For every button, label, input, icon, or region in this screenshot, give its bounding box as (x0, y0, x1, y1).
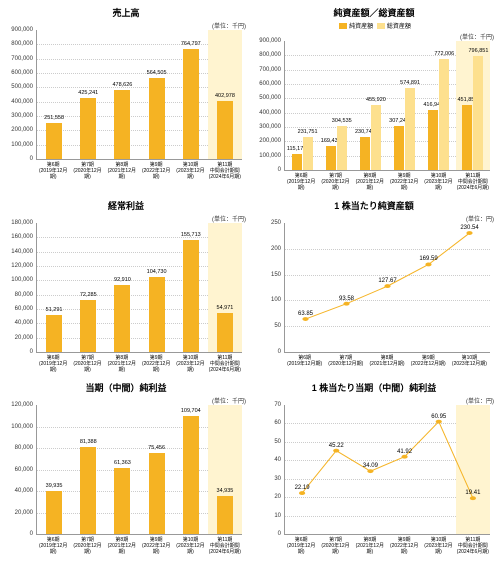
unit-label: (単位：円) (254, 214, 494, 223)
x-label: 第10期(2023年12月期) (421, 535, 455, 555)
bar: 34,935 (217, 496, 233, 534)
chart-area: 01020304050607022.1945.2234.0941.9260.95… (284, 405, 490, 535)
x-label: 第8期(2021年12月期) (366, 353, 407, 367)
bar: 764,797 (183, 49, 199, 159)
x-label: 第7期(2020年12月期) (70, 535, 104, 555)
chart-panel: 純資産額／総資産額純資産額 総資産額 (単位：千円)0100,000200,00… (254, 6, 494, 191)
chart-area: 0100,000200,000300,000400,000500,000600,… (36, 30, 242, 160)
bar: 251,558 (46, 123, 62, 159)
x-label: 第9期(2022年12月期) (387, 535, 421, 555)
x-label: 第11期中間会計期間(2024年6月期) (208, 535, 242, 555)
x-label: 第8期(2021年12月期) (105, 535, 139, 555)
x-label: 第8期(2021年12月期) (353, 171, 387, 191)
bar: 451,859 (462, 105, 472, 170)
bar: 155,713 (183, 240, 199, 352)
chart-area: 05010015020025063.8593.58127.67169.59230… (284, 223, 490, 353)
bar: 304,535 (337, 126, 347, 170)
x-label: 第9期(2022年12月期) (387, 171, 421, 191)
x-label: 第10期(2023年12月期) (449, 353, 490, 367)
chart-title: 当期（中間）純利益 (6, 381, 246, 394)
chart-title: 売上高 (6, 6, 246, 19)
unit-label: (単位：千円) (6, 214, 246, 223)
x-label: 第8期(2021年12月期) (105, 353, 139, 373)
chart-panel: 売上高 (単位：千円)0100,000200,000300,000400,0005… (6, 6, 246, 191)
x-label: 第11期中間会計期間(2024年6月期) (208, 353, 242, 373)
x-label: 第6期(2019年12月期) (284, 353, 325, 367)
x-label: 第11期中間会計期間(2024年6月期) (208, 160, 242, 180)
bar: 230,748 (360, 137, 370, 170)
chart-title: 純資産額／総資産額 (254, 6, 494, 19)
bar: 81,388 (80, 447, 96, 534)
bar: 402,978 (217, 101, 233, 159)
bar: 307,242 (394, 126, 404, 170)
bar: 796,851 (473, 56, 483, 170)
x-label: 第7期(2020年12月期) (325, 353, 366, 367)
x-label: 第10期(2023年12月期) (421, 171, 455, 191)
bar: 75,456 (149, 453, 165, 534)
unit-label: (単位：千円) (6, 21, 246, 30)
x-label: 第7期(2020年12月期) (70, 160, 104, 180)
chart-title: 経常利益 (6, 199, 246, 212)
x-label: 第8期(2021年12月期) (105, 160, 139, 180)
x-label: 第6期(2019年12月期) (36, 535, 70, 555)
bar: 455,920 (371, 105, 381, 170)
bar: 54,971 (217, 313, 233, 352)
x-label: 第8期(2021年12月期) (353, 535, 387, 555)
chart-title: 1 株当たり当期（中間）純利益 (254, 381, 494, 394)
chart-panel: 経常利益 (単位：千円)020,00040,00060,00080,000100,… (6, 199, 246, 373)
x-label: 第10期(2023年12月期) (173, 353, 207, 373)
chart-panel: 1 株当たり純資産額 (単位：円)05010015020025063.8593.5… (254, 199, 494, 373)
bar: 39,935 (46, 491, 62, 534)
x-label: 第7期(2020年12月期) (318, 171, 352, 191)
chart-title: 1 株当たり純資産額 (254, 199, 494, 212)
bar: 416,948 (428, 110, 438, 170)
x-label: 第9期(2022年12月期) (408, 353, 449, 367)
x-label: 第11期中間会計期間(2024年6月期) (456, 171, 490, 191)
bar: 169,435 (326, 146, 336, 170)
chart-panel: 当期（中間）純利益 (単位：千円)020,00040,00060,00080,00… (6, 381, 246, 555)
bar: 772,006 (439, 59, 449, 170)
bar: 574,891 (405, 88, 415, 170)
chart-area: 020,00040,00060,00080,000100,000120,0001… (36, 223, 242, 353)
x-label: 第10期(2023年12月期) (173, 535, 207, 555)
bar: 115,174 (292, 154, 302, 171)
x-label: 第9期(2022年12月期) (139, 535, 173, 555)
legend: 純資産額 総資産額 (254, 21, 494, 30)
x-label: 第7期(2020年12月期) (318, 535, 352, 555)
bar: 51,291 (46, 315, 62, 352)
bar: 104,730 (149, 277, 165, 352)
unit-label: (単位：千円) (6, 396, 246, 405)
x-label: 第6期(2019年12月期) (36, 160, 70, 180)
bar: 92,910 (114, 285, 130, 352)
x-label: 第6期(2019年12月期) (36, 353, 70, 373)
bar: 425,241 (80, 98, 96, 159)
chart-area: 020,00040,00060,00080,000100,000120,0003… (36, 405, 242, 535)
chart-area: 0100,000200,000300,000400,000500,000600,… (284, 41, 490, 171)
bar: 61,363 (114, 468, 130, 534)
x-label: 第10期(2023年12月期) (173, 160, 207, 180)
bar: 231,751 (303, 137, 313, 170)
x-label: 第6期(2019年12月期) (284, 535, 318, 555)
bar: 72,285 (80, 300, 96, 352)
x-label: 第9期(2022年12月期) (139, 353, 173, 373)
unit-label: (単位：千円) (254, 32, 494, 41)
x-label: 第9期(2022年12月期) (139, 160, 173, 180)
x-label: 第6期(2019年12月期) (284, 171, 318, 191)
bar: 564,505 (149, 78, 165, 159)
x-label: 第7期(2020年12月期) (70, 353, 104, 373)
bar: 109,704 (183, 416, 199, 534)
x-label: 第11期中間会計期間(2024年6月期) (456, 535, 490, 555)
chart-panel: 1 株当たり当期（中間）純利益 (単位：円)01020304050607022.1… (254, 381, 494, 555)
bar: 478,626 (114, 90, 130, 159)
unit-label: (単位：円) (254, 396, 494, 405)
